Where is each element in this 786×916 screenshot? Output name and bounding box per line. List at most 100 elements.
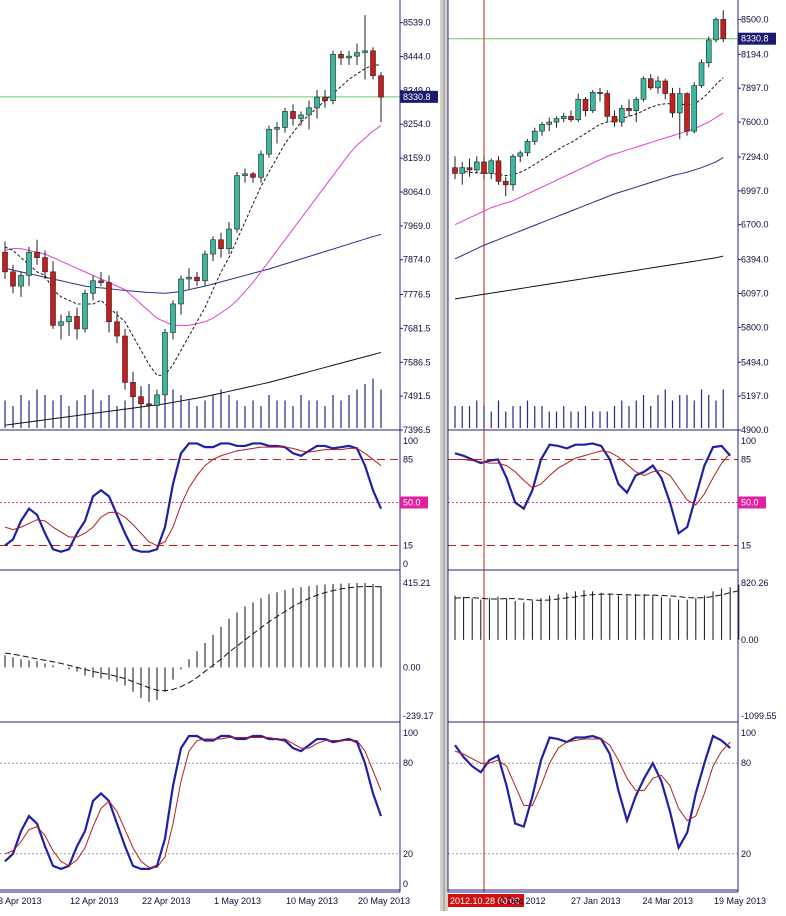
- left-candle-body: [202, 253, 208, 282]
- right-candle-body: [560, 116, 567, 119]
- left-candle-body: [354, 52, 360, 57]
- axis-labels: 8539.0 8444.0 8349.0 8254.0 8159.0 8064.0 7969…: [0, 14, 777, 907]
- left-candle-body: [162, 332, 168, 396]
- left-candle-body: [146, 403, 152, 406]
- left-candle-body: [114, 321, 120, 337]
- left-st1-tick-label: 15: [403, 541, 413, 551]
- left-st2-tick-label: 100: [403, 728, 418, 738]
- right-price-tick-label: 6394.0: [741, 255, 769, 265]
- indicator-lines: [4, 442, 740, 871]
- right-price-tick-label: 6997.0: [741, 186, 769, 196]
- left-price-tick-label: 7681.5: [403, 323, 431, 333]
- right-candle-body: [640, 78, 647, 100]
- right-candle-body: [488, 160, 495, 174]
- right-price-tick-label: 5494.0: [741, 357, 769, 367]
- right-candle-body: [553, 118, 560, 123]
- left-price-tick-label: 8444.0: [403, 51, 431, 61]
- left-candle-body: [266, 128, 272, 155]
- right-candle-body: [647, 78, 654, 89]
- right-candle-body: [655, 80, 661, 89]
- left-candle-body: [34, 251, 40, 258]
- left-ma-long-line: [4, 351, 382, 426]
- right-price-tick-label: 8500.0: [741, 14, 769, 24]
- left-macd-tick-label: 415.21: [403, 578, 431, 588]
- right-ma-mid-line: [454, 112, 724, 226]
- left-price-tick-label: 7396.5: [403, 425, 431, 435]
- right-candle-body: [684, 93, 690, 132]
- left-price-tick-label: 8254.0: [403, 119, 431, 129]
- right-candle-body: [676, 93, 683, 114]
- right-candle-body: [466, 167, 473, 171]
- left-candle-body: [250, 173, 256, 178]
- right-ma-long-line: [454, 255, 724, 300]
- volume-bars: [4, 378, 724, 428]
- left-price-tick-label: 7969.0: [403, 221, 431, 231]
- right-candle-body: [669, 93, 676, 114]
- right-highlight-date-badge: [448, 894, 524, 907]
- left-candle-body: [42, 257, 48, 273]
- right-st1-tick-label: 100: [741, 436, 756, 446]
- right-current-price-badge: [738, 32, 776, 45]
- left-macd-signal-line: [4, 585, 382, 692]
- right-price-tick-label: 5800.0: [741, 322, 769, 332]
- background-layer: [440, 0, 448, 911]
- left-candle-body: [130, 382, 136, 397]
- right-candle-body: [575, 98, 582, 121]
- right-st1-tick-label: 15: [741, 541, 751, 551]
- left-price-tick-label: 7874.0: [403, 255, 431, 265]
- right-time-label: 2 Dec 2012: [500, 896, 546, 906]
- right-st2-tick-label: 100: [741, 728, 756, 738]
- left-candle-body: [58, 321, 64, 326]
- left-time-label: 3 Apr 2013: [0, 896, 42, 906]
- left-price-tick-label: 8349.0: [403, 85, 431, 95]
- right-macd-signal-line: [454, 590, 739, 601]
- right-candle-body: [720, 19, 727, 40]
- right-candle-body: [510, 155, 516, 186]
- right-candle-body: [589, 92, 596, 111]
- left-price-tick-label: 8064.0: [403, 187, 431, 197]
- left-ma-slow-line: [4, 233, 382, 294]
- left-candle-body: [218, 239, 224, 249]
- right-candle-body: [495, 160, 502, 182]
- left-st1-tick-label: 0: [403, 559, 408, 569]
- left-candle-body: [362, 50, 368, 53]
- left-candle-body: [2, 251, 8, 273]
- left-st2-main-line: [4, 734, 383, 871]
- left-price-tick-label: 7586.5: [403, 357, 431, 367]
- right-price-tick-label: 6700.0: [741, 220, 769, 230]
- right-candle-body: [597, 92, 603, 94]
- right-time-label: 19 May 2013: [714, 896, 766, 906]
- left-macd-tick-label: 0.00: [403, 662, 421, 672]
- right-st2-tick-label: 20: [741, 849, 751, 859]
- right-candle-body: [568, 116, 574, 121]
- left-candle-body: [74, 316, 80, 330]
- left-candle-body: [370, 50, 376, 77]
- left-candle-body: [330, 54, 336, 102]
- left-current-price-badge: [400, 90, 438, 103]
- left-candle-body: [138, 396, 144, 405]
- left-st1-main-line: [4, 442, 383, 553]
- left-ma-mid-line: [4, 125, 382, 326]
- right-candle-body: [662, 80, 669, 94]
- left-current-price-label: 8330.8: [403, 92, 431, 102]
- left-candle-body: [170, 303, 176, 333]
- left-st2-tick-label: 0: [403, 879, 408, 889]
- right-st1-main-line: [454, 442, 732, 536]
- left-candle-body: [242, 173, 248, 176]
- candles[interactable]: [2, 10, 727, 411]
- right-candle-body: [517, 152, 524, 157]
- left-candle-body: [66, 316, 72, 323]
- right-st2-signal-line: [454, 738, 731, 822]
- left-candle-body: [50, 271, 56, 326]
- right-candle-body: [611, 116, 618, 123]
- right-candle-body: [539, 124, 545, 132]
- right-candle-body: [633, 98, 640, 111]
- left-st1-mid-label: 50.0: [403, 498, 421, 508]
- left-price-tick-label: 8539.0: [403, 18, 431, 28]
- left-macd-tick-label: -239.17: [403, 711, 434, 721]
- left-candle-body: [234, 175, 240, 230]
- left-candle-body: [282, 111, 288, 128]
- right-candle-body: [546, 121, 553, 125]
